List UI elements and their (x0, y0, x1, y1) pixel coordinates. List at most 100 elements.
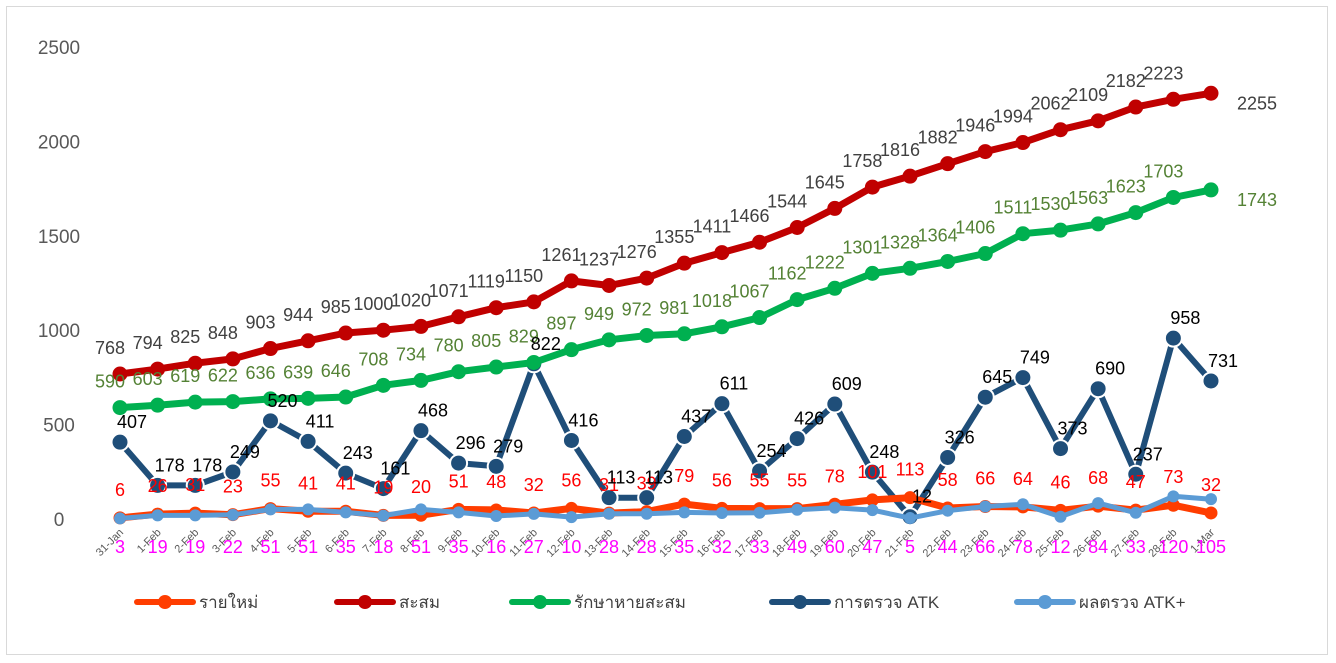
data-label: 731 (1208, 351, 1238, 371)
data-label: 520 (267, 391, 297, 411)
data-label: 690 (1095, 359, 1125, 379)
data-label: 78 (1013, 537, 1033, 557)
data-label: 2223 (1143, 63, 1183, 83)
data-label: 55 (787, 471, 807, 491)
data-point (187, 355, 203, 371)
data-point (902, 260, 918, 276)
data-label: 1511 (994, 198, 1033, 218)
data-label: 2255 (1237, 93, 1277, 113)
data-label: 178 (155, 455, 185, 475)
data-point (639, 270, 655, 286)
data-point (300, 390, 316, 406)
data-point (526, 294, 542, 310)
data-label: 1067 (730, 282, 770, 302)
data-point (752, 310, 768, 326)
legend-entry: รักษาหายสะสม (509, 593, 686, 612)
data-label: 645 (982, 367, 1012, 387)
chart-frame: 0 500 1000 1500 2000 2500 31-Jan 1-Feb 2-Feb 3-F… (6, 6, 1328, 655)
data-label: 33 (1126, 537, 1146, 557)
data-label: 944 (283, 305, 313, 325)
data-label: 84 (1088, 537, 1108, 557)
data-point (1051, 439, 1071, 459)
data-label: 19 (373, 477, 393, 497)
data-label: 1018 (692, 291, 732, 311)
data-label: 32 (524, 475, 544, 495)
data-label: 243 (343, 443, 373, 463)
data-point (451, 309, 467, 325)
data-label: 39 (637, 474, 657, 494)
data-point (488, 300, 504, 316)
data-point (298, 431, 318, 451)
data-point (1092, 497, 1105, 510)
data-label: 1000 (353, 294, 393, 314)
data-label: 1703 (1143, 161, 1183, 181)
data-label: 113 (896, 460, 925, 480)
data-label: 2109 (1068, 85, 1108, 105)
data-label: 35 (336, 537, 356, 557)
data-label: 829 (509, 326, 539, 346)
data-point (752, 234, 768, 250)
data-point (827, 280, 843, 296)
data-point (715, 506, 728, 519)
data-label: 49 (787, 537, 807, 557)
data-point (1163, 328, 1183, 348)
data-point (1201, 371, 1221, 391)
data-point (486, 456, 506, 476)
y-tick-label: 2000 (38, 132, 80, 153)
data-label: 326 (945, 427, 975, 447)
data-point (864, 265, 880, 281)
data-point (114, 512, 126, 525)
data-point (223, 462, 243, 482)
series-2 (112, 182, 1219, 416)
data-label: 35 (449, 537, 469, 557)
data-point (678, 506, 691, 519)
data-label: 51 (298, 537, 318, 557)
data-point (526, 354, 542, 370)
data-point (375, 322, 391, 338)
legend-entry: ผลตรวจ ATK+ (1014, 593, 1186, 612)
data-label: 1530 (1030, 194, 1070, 214)
data-label: 794 (133, 333, 163, 353)
data-point (1203, 182, 1219, 198)
data-point (676, 326, 692, 342)
data-label: 44 (938, 537, 958, 557)
data-label: 780 (434, 336, 464, 356)
data-point (1129, 506, 1142, 519)
series-layer (110, 85, 1221, 527)
data-label: 254 (757, 441, 787, 461)
data-label: 60 (825, 537, 845, 557)
data-label: 646 (321, 361, 351, 381)
data-point (787, 429, 807, 449)
data-label: 27 (524, 537, 544, 557)
data-label: 639 (283, 362, 313, 382)
data-label: 28 (637, 537, 657, 557)
data-point (1015, 226, 1031, 242)
data-label: 16 (486, 537, 506, 557)
legend-entry: สะสม (334, 593, 440, 612)
data-point (674, 426, 694, 446)
data-label: 1406 (955, 218, 995, 238)
data-label: 120 (1158, 537, 1188, 557)
series-4 (114, 490, 1217, 525)
data-point (413, 372, 429, 388)
data-point (791, 503, 804, 516)
data-label: 734 (396, 344, 426, 364)
data-label: 55 (750, 471, 770, 491)
data-point (1090, 113, 1106, 129)
data-label: 1758 (842, 151, 882, 171)
data-label: 12 (1051, 537, 1071, 557)
data-label: 68 (1088, 468, 1108, 488)
data-point (449, 453, 469, 473)
data-label: 51 (411, 537, 431, 557)
data-label: 19 (148, 537, 168, 557)
data-label: 1743 (1237, 190, 1277, 210)
data-label: 51 (260, 537, 280, 557)
data-point (975, 387, 995, 407)
data-point (789, 219, 805, 235)
data-label: 636 (245, 363, 275, 383)
data-label: 1020 (391, 290, 431, 310)
data-label: 18 (373, 537, 393, 557)
data-label: 296 (456, 433, 486, 453)
data-label: 248 (869, 442, 899, 462)
